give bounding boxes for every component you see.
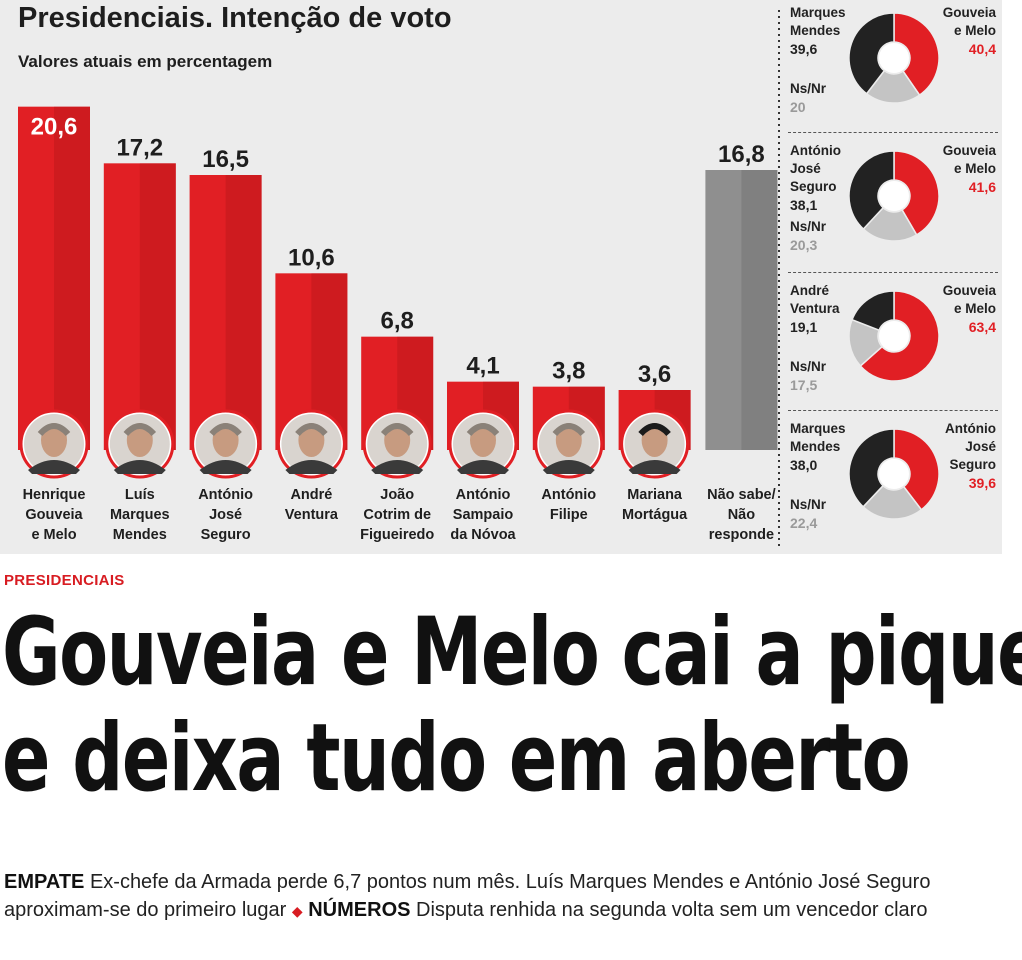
donut-slice — [848, 428, 895, 508]
donut-slice — [851, 290, 895, 332]
runoff-pie-2: António José Seguro 38,1 Gouveia e Melo 41,6 Ns… — [780, 132, 1002, 276]
bar-value-label: 3,8 — [552, 358, 585, 385]
bar-value-label: 16,8 — [718, 141, 765, 168]
donut-slice — [848, 12, 895, 95]
pie-left-label: António José Seguro 38,1 — [790, 143, 841, 213]
headline: Gouveia e Melo cai a pique e deixa tudo … — [2, 600, 1022, 812]
diamond-icon: ◆ — [291, 903, 303, 919]
runoff-pie-3: André Ventura 19,1 Gouveia e Melo 63,4 Ns/Nr 17… — [780, 272, 1002, 416]
bar — [189, 175, 262, 450]
bar-shade — [741, 170, 778, 450]
bar-group: 20,6 Henrique Gouveia e Melo — [18, 106, 90, 543]
bar-shade — [54, 106, 90, 451]
bar-value-label: 16,5 — [202, 146, 249, 173]
bar-shade — [225, 175, 262, 450]
category-label: Não sabe/Não responde — [707, 487, 776, 543]
candidate-photo — [448, 409, 518, 479]
bar — [705, 170, 778, 450]
lead-paragraph: EMPATE Ex-chefe da Armada perde 6,7 pont… — [4, 868, 1014, 925]
bar-group: 16,8 Não sabe/Não responde — [705, 141, 778, 543]
bar-value-label: 17,2 — [116, 134, 163, 161]
pie-divider — [788, 410, 998, 411]
pie-divider — [788, 132, 998, 133]
donut-slice — [862, 484, 923, 520]
bar-value-label: 20,6 — [31, 114, 78, 141]
bar-group: 10,6 André Ventura — [275, 244, 348, 523]
pie-right-label: Gouveia e Melo 63,4 — [942, 283, 996, 335]
donut-slice — [848, 150, 895, 231]
category-label: Luís Marques Mendes — [110, 487, 170, 543]
candidate-photo — [276, 409, 346, 479]
bar-chart: 20,6 Henrique Gouveia e Melo 17,2 Luís Marques… — [18, 10, 780, 550]
pie-left-label: Marques Mendes 39,6 — [790, 5, 846, 57]
chart-panel: Presidenciais. Intenção de voto Valores … — [0, 0, 1002, 554]
runoff-pie-4: Marques Mendes 38,0 António José Seguro 39,6 Ns… — [780, 410, 1002, 554]
donut-chart — [848, 428, 940, 520]
bar-group: 3,8 António Filipe — [532, 358, 605, 523]
runoff-pies: Marques Mendes 39,6 Gouveia e Melo 40,4 Ns/Nr 2… — [780, 0, 1002, 554]
candidate-photo — [19, 409, 89, 479]
category-label: António José Seguro — [198, 487, 253, 543]
pie-ns-label: Ns/Nr 22,4 — [790, 497, 827, 531]
section-label: PRESIDENCIAIS — [4, 572, 125, 589]
runoff-pie-1: Marques Mendes 39,6 Gouveia e Melo 40,4 Ns/Nr 2… — [780, 0, 1002, 138]
donut-slice — [893, 428, 940, 511]
candidate-photo — [105, 409, 175, 479]
pie-left-label: Marques Mendes 38,0 — [790, 421, 846, 473]
bar-group: 6,8 João Cotrim de Figueiredo — [360, 308, 434, 543]
candidate-photo — [362, 409, 432, 479]
bar-group: 4,1 António Sampaio da Nóvoa — [447, 353, 519, 543]
category-label: António Filipe — [541, 487, 596, 523]
headline-line-1: Gouveia e Melo cai a pique — [2, 598, 1022, 707]
lead-text-2: Disputa renhida na segunda volta sem um … — [416, 899, 928, 921]
bar-value-label: 10,6 — [288, 244, 335, 271]
donut-slice — [893, 12, 940, 97]
candidate-photo — [620, 409, 690, 479]
bar-value-label: 4,1 — [466, 353, 499, 380]
category-label: Mariana Mortágua — [622, 487, 688, 523]
headline-line-2: e deixa tudo em aberto — [2, 704, 911, 813]
pie-right-label: António José Seguro 39,6 — [945, 421, 996, 491]
bar-shade — [139, 163, 176, 451]
candidate-photo — [534, 409, 604, 479]
chart-subtitle: Valores atuais em percentagem — [18, 52, 273, 71]
pie-divider — [788, 272, 998, 273]
candidate-photo — [191, 409, 261, 479]
bar-value-label: 6,8 — [381, 308, 414, 335]
lead-text-1: Ex-chefe da Armada perde 6,7 pontos num … — [4, 871, 931, 921]
bar — [18, 106, 90, 451]
bar-value-label: 3,6 — [638, 361, 671, 388]
pie-left-label: André Ventura 19,1 — [790, 283, 840, 335]
donut-chart — [848, 150, 940, 242]
donut-chart — [848, 12, 940, 104]
category-label: Henrique Gouveia e Melo — [23, 487, 86, 543]
pie-right-label: Gouveia e Melo 41,6 — [942, 143, 996, 195]
donut-slice — [859, 290, 940, 382]
category-label: António Sampaio da Nóvoa — [450, 487, 516, 543]
bar-group: 17,2 Luís Marques Mendes — [103, 134, 176, 543]
pie-ns-label: Ns/Nr 20 — [790, 81, 827, 115]
pie-right-label: Gouveia e Melo 40,4 — [942, 5, 996, 57]
lead-kicker-numeros: NÚMEROS — [308, 899, 411, 921]
category-label: André Ventura — [285, 487, 339, 523]
bar — [103, 163, 176, 451]
pie-ns-label: Ns/Nr 20,3 — [790, 219, 827, 253]
bar-group: 16,5 António José Seguro — [189, 146, 262, 543]
donut-chart — [848, 290, 940, 382]
category-label: João Cotrim de Figueiredo — [360, 487, 434, 543]
pie-ns-label: Ns/Nr 17,5 — [790, 359, 827, 393]
chart-title: Presidenciais. Intenção de voto — [18, 2, 452, 34]
lead-kicker-empate: EMPATE — [4, 871, 85, 893]
bar-group: 3,6 Mariana Mortágua — [618, 361, 691, 523]
